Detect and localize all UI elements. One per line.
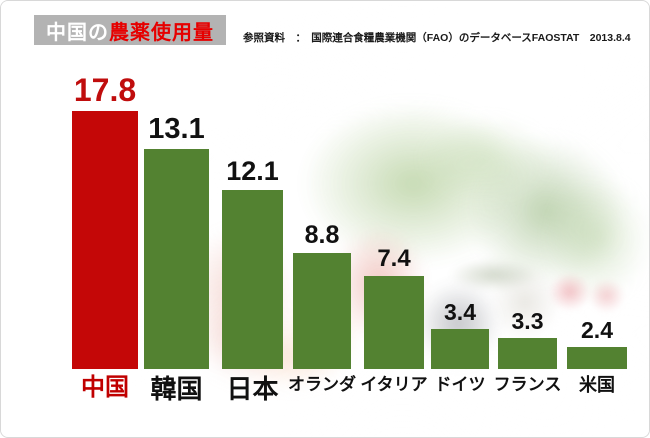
bar-韓国 [144,149,209,369]
bar-フランス [498,338,557,369]
value-label-イタリア: 7.4 [377,245,411,272]
category-label-韓国: 韓国 [150,374,203,404]
bar-米国 [567,347,627,369]
page-title-prefix: 中国の [46,21,109,44]
value-label-韓国: 13.1 [148,113,205,145]
category-label-イタリア: イタリア [360,375,428,394]
bar-ドイツ [431,329,489,369]
page-title: 中国の 農薬使用量 [34,15,226,45]
value-label-ドイツ: 3.4 [444,299,476,325]
category-label-ドイツ: ドイツ [434,375,486,394]
category-label-米国: 米国 [579,375,615,395]
category-label-中国: 中国 [81,374,129,401]
page-title-main: 農薬使用量 [109,21,214,44]
category-label-日本: 日本 [226,374,279,404]
category-label-フランス: フランス [493,375,562,394]
category-label-オランダ: オランダ [288,375,356,394]
bar-日本 [222,190,283,369]
value-label-日本: 12.1 [226,156,279,186]
value-label-オランダ: 8.8 [304,221,340,249]
bar-イタリア [364,276,424,369]
value-label-米国: 2.4 [581,317,613,343]
bar-中国 [72,111,138,369]
bar-オランダ [293,253,351,369]
value-label-フランス: 3.3 [511,308,544,334]
value-label-中国: 17.8 [73,72,137,108]
reference-note: 参照資料 ： 国際連合食糧農業機関（FAO）のデータベースFAOSTAT 201… [243,32,631,44]
